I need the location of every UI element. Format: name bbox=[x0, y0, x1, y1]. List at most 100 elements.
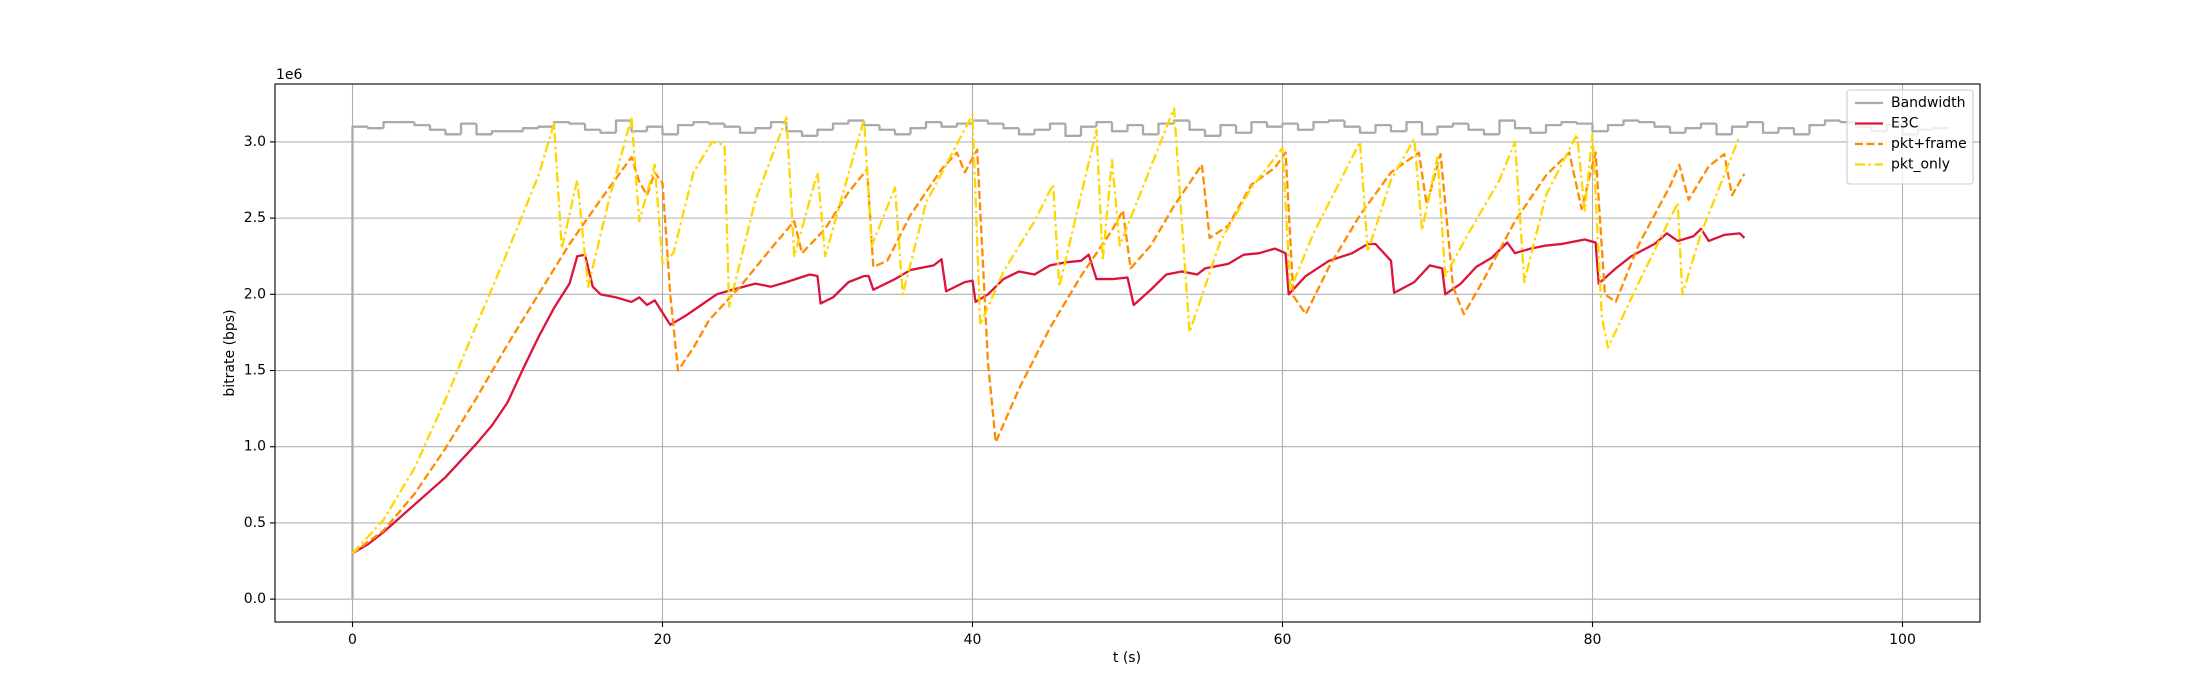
series-line-step bbox=[800, 131, 818, 137]
x-tick-label: 40 bbox=[964, 632, 982, 648]
series-line-step bbox=[459, 122, 477, 135]
series-line-step bbox=[1420, 122, 1438, 136]
series-line-step bbox=[1250, 120, 1267, 133]
series-line-step bbox=[1389, 125, 1407, 133]
series-line-step bbox=[1017, 128, 1035, 136]
series-line-step bbox=[1265, 122, 1283, 128]
series-line-step bbox=[1405, 120, 1422, 132]
y-tick-label: 3.0 bbox=[244, 134, 266, 150]
series-line-step bbox=[382, 120, 399, 129]
legend-label: E3C bbox=[1891, 116, 1919, 132]
series-line-step bbox=[1219, 124, 1236, 136]
series-line-step bbox=[1467, 123, 1484, 131]
y-tick-label: 1.5 bbox=[244, 363, 266, 379]
series-line-step bbox=[1699, 122, 1717, 129]
series-line-step bbox=[1684, 127, 1701, 133]
series-line-step bbox=[1358, 126, 1376, 134]
y-tick-label: 0.5 bbox=[244, 515, 266, 531]
series-line-step bbox=[1064, 123, 1081, 137]
series-line-step bbox=[847, 119, 864, 124]
series-line-step bbox=[1436, 125, 1453, 135]
series-line-step bbox=[909, 127, 926, 135]
series-line-step bbox=[1234, 125, 1252, 134]
series-line-step bbox=[878, 125, 895, 131]
legend-box bbox=[1846, 89, 1974, 185]
series-line-step bbox=[1715, 123, 1732, 136]
series-line-step bbox=[893, 129, 911, 136]
series-line-step bbox=[924, 120, 942, 129]
series-line-step bbox=[1730, 125, 1748, 135]
series-line-step bbox=[1188, 120, 1205, 131]
series-line-step bbox=[1126, 124, 1143, 132]
x-tick-label: 0 bbox=[348, 632, 357, 648]
y-offset-label: 1e6 bbox=[276, 67, 303, 83]
series-line-step bbox=[1498, 119, 1515, 135]
series-line-step bbox=[1606, 124, 1624, 132]
legend-label: pkt+frame bbox=[1891, 136, 1967, 152]
plot-frame bbox=[274, 83, 1981, 623]
series-line-step bbox=[351, 125, 368, 600]
series-line-step bbox=[1281, 122, 1298, 127]
y-tick-label: 2.5 bbox=[244, 210, 266, 226]
series-line-step bbox=[986, 120, 1004, 125]
series-line-step bbox=[1575, 122, 1593, 125]
series-line-step bbox=[1823, 119, 1841, 126]
x-tick-label: 100 bbox=[1889, 632, 1916, 648]
series-line-step bbox=[1560, 120, 1577, 126]
series-line-step bbox=[599, 129, 616, 134]
series-line-step bbox=[692, 120, 709, 126]
series-line-step bbox=[1312, 120, 1329, 130]
legend-label: pkt_only bbox=[1891, 157, 1950, 173]
x-tick-label: 80 bbox=[1584, 632, 1602, 648]
series-line-step bbox=[614, 119, 632, 133]
series-line-step bbox=[1203, 129, 1221, 137]
x-axis-label: t (s) bbox=[1113, 650, 1141, 666]
y-axis-label: bitrate (bps) bbox=[222, 309, 238, 396]
series-line-step bbox=[490, 130, 508, 135]
series-line bbox=[351, 107, 1741, 555]
series-line-step bbox=[366, 126, 384, 130]
series-line-step bbox=[738, 126, 756, 134]
series-line-step bbox=[1653, 122, 1670, 128]
series-line-step bbox=[537, 125, 554, 129]
series-line-step bbox=[754, 127, 771, 133]
series-line-step bbox=[707, 122, 725, 125]
series-line-step bbox=[1637, 120, 1655, 124]
series-line-step bbox=[1808, 124, 1825, 135]
series-line-step bbox=[521, 127, 539, 132]
series-line-step bbox=[1622, 119, 1639, 126]
series-line-step bbox=[1327, 119, 1345, 123]
series-line-step bbox=[1513, 120, 1531, 130]
series-line-step bbox=[413, 122, 430, 127]
series-line-step bbox=[1529, 128, 1546, 134]
x-tick-label: 60 bbox=[1274, 632, 1292, 648]
series-line-step bbox=[1451, 122, 1469, 127]
series-line-step bbox=[723, 123, 740, 128]
y-tick-label: 1.0 bbox=[244, 439, 266, 455]
series-line-step bbox=[1110, 122, 1128, 133]
series-line-step bbox=[769, 120, 787, 129]
series-line-step bbox=[583, 123, 601, 131]
series-line-step bbox=[1761, 122, 1779, 134]
series-line-step bbox=[1792, 128, 1810, 136]
series-line-step bbox=[568, 122, 585, 125]
series-line-step bbox=[1033, 128, 1050, 135]
series-line-step bbox=[475, 123, 492, 136]
series-line-step bbox=[1141, 125, 1159, 136]
series-line-step bbox=[1544, 124, 1562, 133]
series-line-step bbox=[676, 124, 694, 135]
series-line-step bbox=[1777, 127, 1794, 133]
series-line-step bbox=[940, 122, 957, 128]
series-line-step bbox=[1296, 123, 1314, 131]
series-line-step bbox=[444, 129, 461, 136]
series-line-step bbox=[1079, 125, 1097, 136]
series-line-step bbox=[1002, 123, 1019, 130]
series-line-step bbox=[428, 125, 446, 131]
series-line-step bbox=[1668, 126, 1686, 134]
series-line-step bbox=[1374, 124, 1391, 133]
series-line-step bbox=[1095, 120, 1112, 127]
series-line-step bbox=[1343, 120, 1360, 128]
series-line-step bbox=[831, 122, 849, 130]
series-line-step bbox=[1048, 122, 1066, 130]
